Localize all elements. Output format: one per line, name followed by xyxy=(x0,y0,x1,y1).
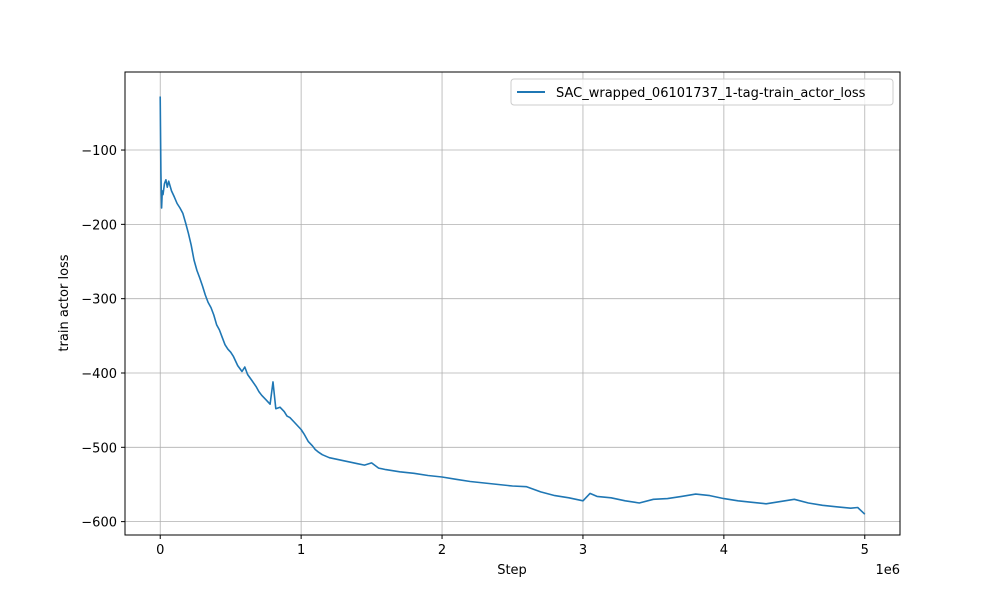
x-tick-label: 2 xyxy=(438,543,446,558)
y-tick-label: −500 xyxy=(81,441,117,456)
y-tick-label: −300 xyxy=(81,293,117,308)
y-axis: −600 −500 −400 −300 −200 −100 xyxy=(81,144,125,531)
legend-label: SAC_wrapped_06101737_1-tag-train_actor_l… xyxy=(556,86,866,101)
x-tick-label: 0 xyxy=(156,543,164,558)
x-tick-label: 5 xyxy=(861,543,869,558)
grid-lines xyxy=(125,72,900,535)
y-axis-label: train actor loss xyxy=(57,254,72,351)
y-tick-label: −100 xyxy=(81,144,117,159)
x-axis: 0 1 2 3 4 5 xyxy=(156,535,869,558)
x-axis-offset-label: 1e6 xyxy=(875,563,900,578)
x-tick-label: 3 xyxy=(579,543,587,558)
y-tick-label: −400 xyxy=(81,367,117,382)
plot-frame xyxy=(124,71,901,536)
x-tick-label: 1 xyxy=(297,543,305,558)
y-tick-label: −200 xyxy=(81,218,117,233)
series-layer xyxy=(159,96,866,515)
series-line-0 xyxy=(159,96,866,515)
y-tick-label: −600 xyxy=(81,516,117,531)
legend: SAC_wrapped_06101737_1-tag-train_actor_l… xyxy=(510,78,894,106)
x-tick-label: 4 xyxy=(720,543,728,558)
x-axis-label: Step xyxy=(497,563,527,578)
legend-box xyxy=(510,78,894,106)
